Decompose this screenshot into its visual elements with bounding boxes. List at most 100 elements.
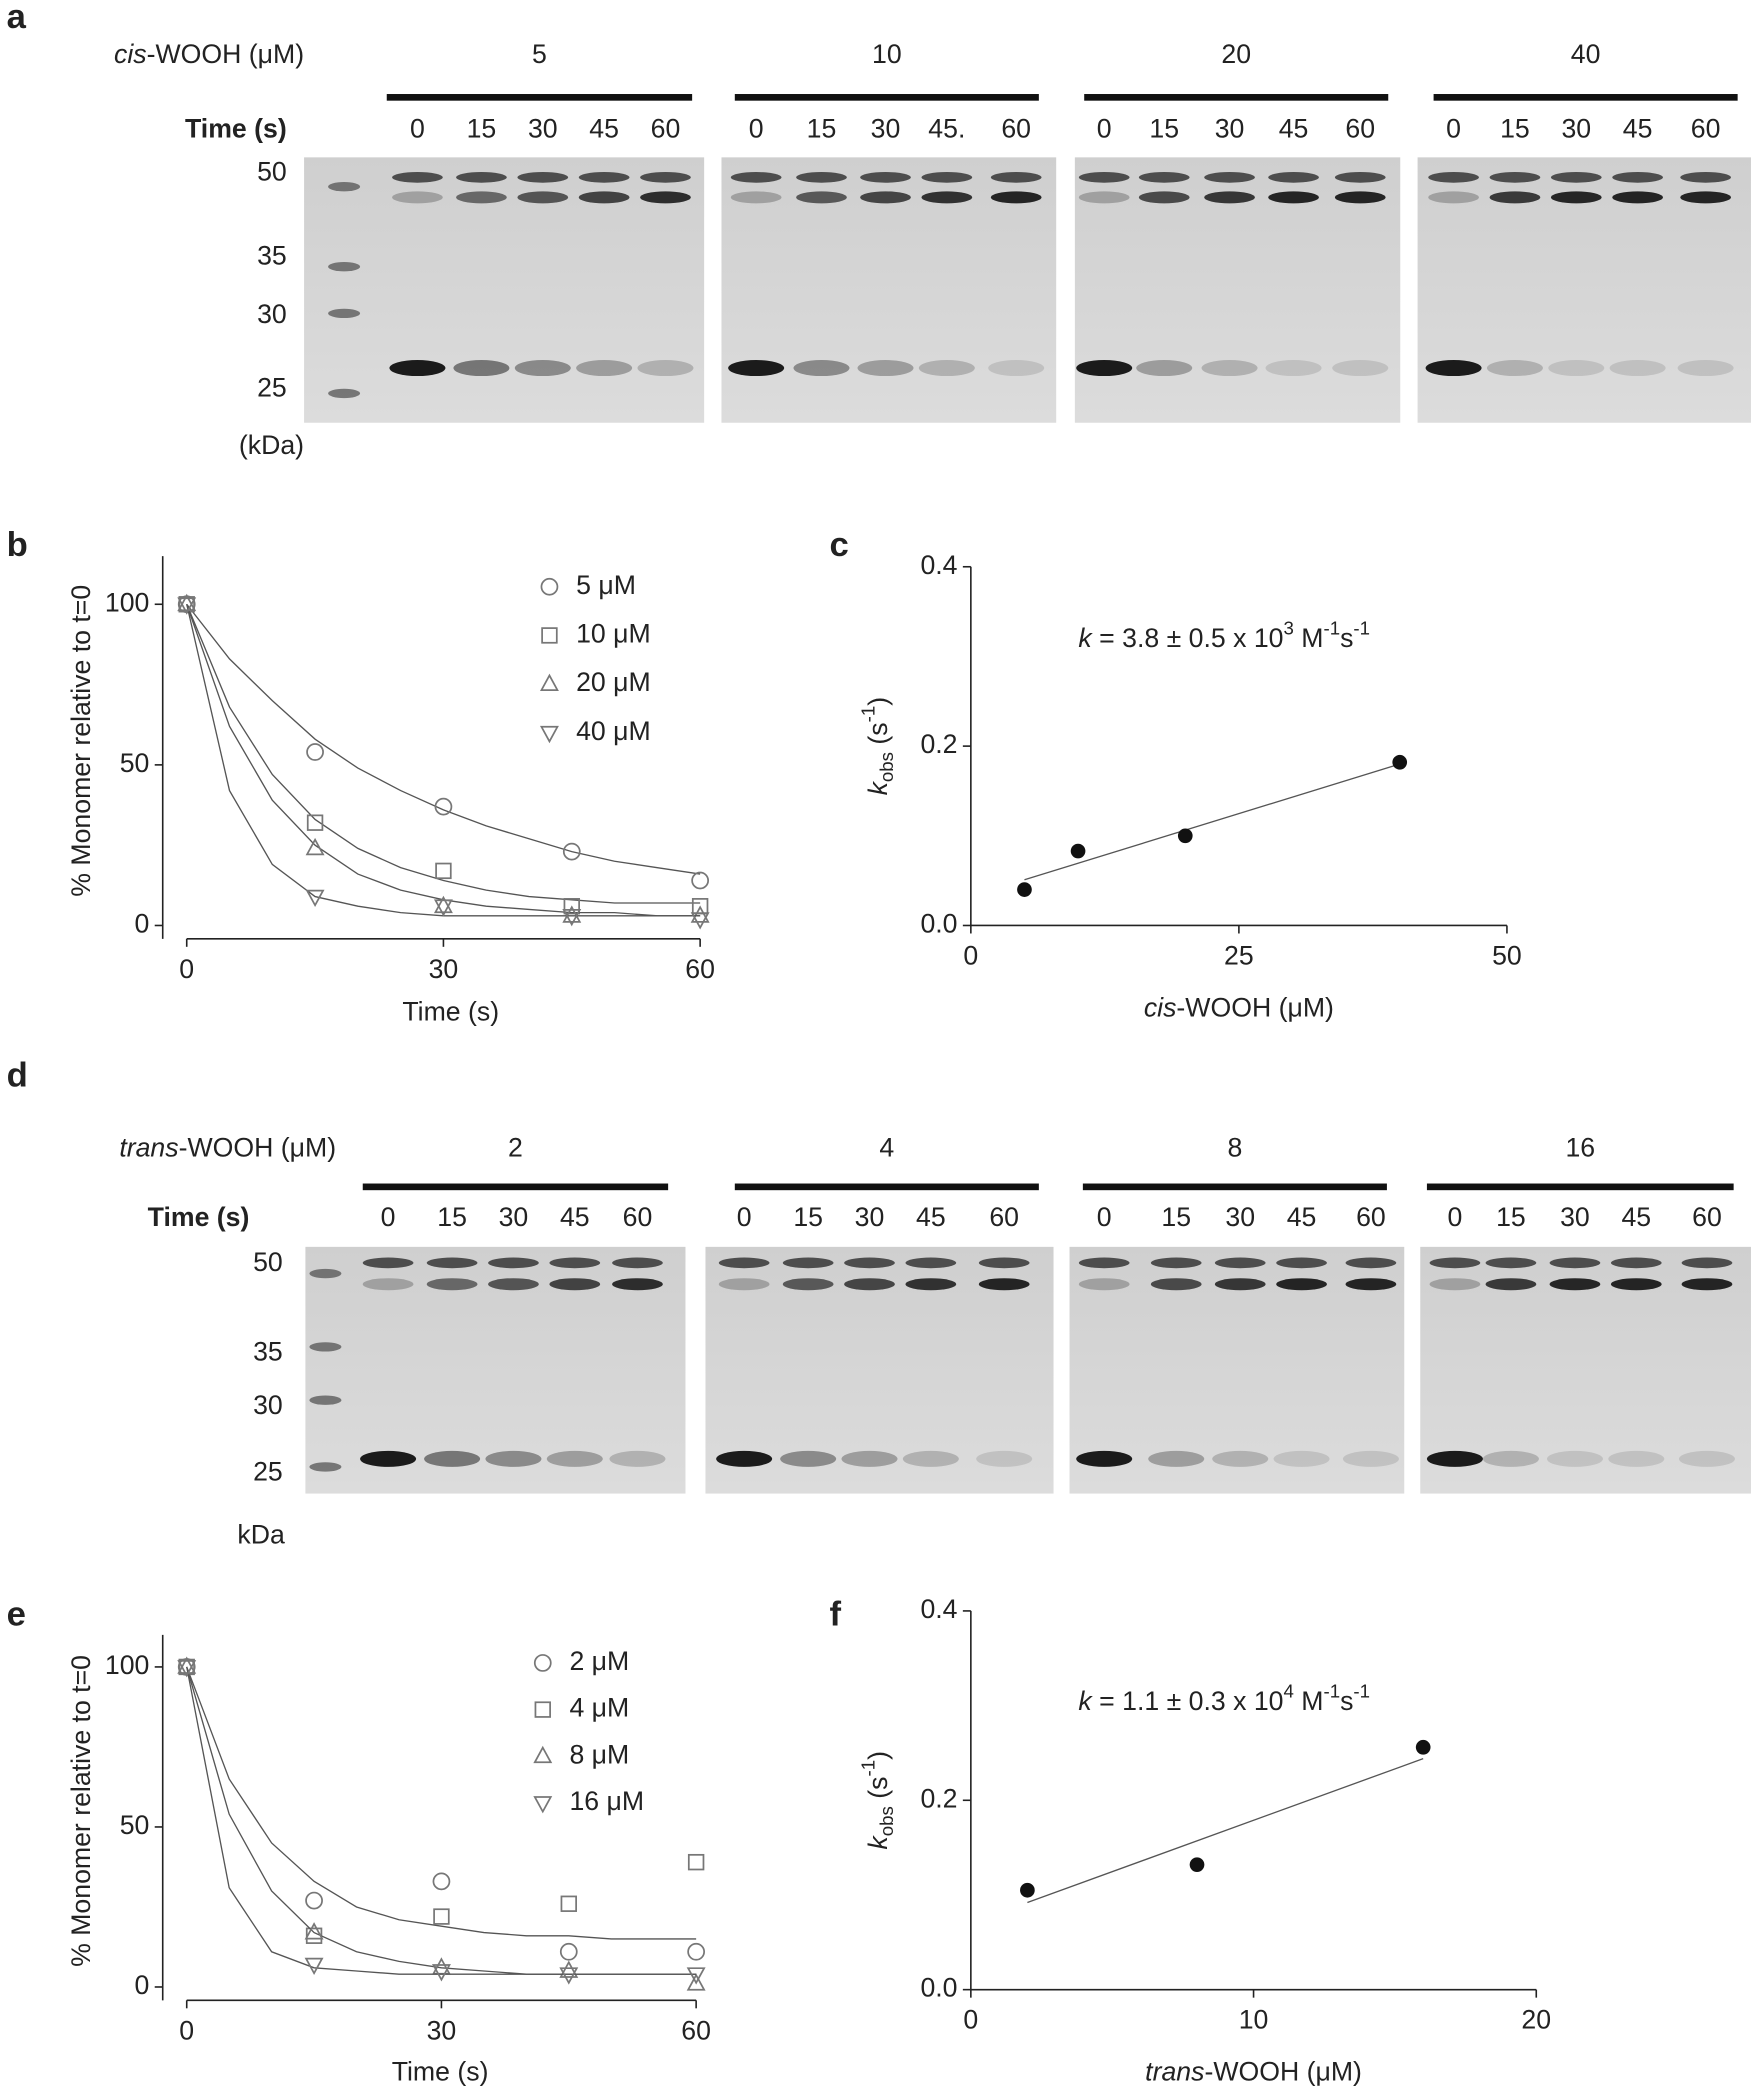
gel-band (1677, 360, 1734, 377)
gel-band (844, 1278, 895, 1291)
gel-band (485, 1450, 542, 1467)
legend-marker (533, 1745, 553, 1764)
time-value: 60 (1356, 1202, 1386, 1232)
data-point (1415, 1739, 1431, 1755)
gel-band (728, 360, 785, 377)
time-value: 15 (437, 1202, 467, 1232)
data-point (306, 743, 324, 761)
gel-band (1148, 1450, 1205, 1467)
gel-band (844, 1257, 895, 1269)
x-tick-label: 0 (179, 954, 194, 984)
gel-band (1334, 172, 1386, 183)
x-tick-label: 20 (1521, 2005, 1551, 2035)
x-tick-label: 0 (179, 2015, 194, 2045)
text-part: cis (114, 39, 147, 69)
data-point (687, 1942, 706, 1961)
gel-band (1345, 1278, 1397, 1291)
gel-band (1204, 172, 1255, 183)
time-value: 0 (410, 114, 425, 144)
text-part: trans (119, 1133, 178, 1163)
time-value: 60 (1345, 114, 1375, 144)
x-axis-label: trans-WOOH (μM) (1145, 2057, 1362, 2087)
gel-band (1425, 360, 1482, 377)
data-point (305, 889, 325, 908)
y-tick-label: 0 (135, 909, 150, 939)
legend-label: 40 μM (576, 716, 651, 746)
size-marker: 30 (253, 1390, 283, 1420)
data-point (1070, 843, 1086, 859)
gel-band (488, 1257, 539, 1269)
gel-image (304, 157, 705, 423)
gel-band (1550, 191, 1602, 204)
time-value: 15 (1149, 114, 1179, 144)
time-value: 30 (871, 114, 901, 144)
time-value: 0 (381, 1202, 396, 1232)
legend-label: 10 μM (576, 618, 651, 648)
text-part: -1 (857, 706, 878, 723)
x-tick-label: 30 (427, 2015, 457, 2045)
gel-band (424, 1450, 481, 1467)
text-part: obs (876, 1806, 897, 1836)
concentration-value: 20 (1221, 39, 1251, 69)
fit-line (1027, 1758, 1424, 1904)
gel-band (905, 1257, 957, 1269)
gel-band (860, 172, 911, 183)
gel-band (1212, 1450, 1269, 1467)
group-bar (362, 1183, 669, 1191)
ladder-band (309, 1342, 342, 1352)
legend-marker (539, 673, 559, 691)
y-tick-label: 0.2 (920, 729, 957, 759)
legend-label: 20 μM (576, 667, 651, 697)
text-part: -WOOH (μM) (1204, 2057, 1361, 2087)
gel-band (1078, 1278, 1130, 1291)
data-point (690, 912, 710, 930)
y-axis-label: kobs (s-1) (857, 697, 897, 796)
y-tick-label: 100 (105, 587, 149, 617)
y-axis-label: % Monomer relative to t=0 (66, 1655, 96, 1967)
x-axis-label: Time (s) (402, 997, 499, 1027)
data-point (563, 898, 580, 915)
gel-band (905, 1278, 957, 1291)
gel-band (362, 1257, 414, 1269)
time-value: 30 (1225, 1202, 1255, 1232)
gel-band (1546, 1450, 1603, 1467)
text-part: 4 (1283, 1680, 1293, 1701)
text-part: -WOOH (μM) (1176, 993, 1333, 1023)
gel-band (514, 360, 571, 377)
panel-letter: d (7, 1057, 28, 1095)
legend-marker (533, 1796, 553, 1814)
time-value: 30 (1561, 114, 1591, 144)
text-part: M (1294, 623, 1324, 653)
ladder-band (309, 1395, 342, 1405)
y-tick-label: 0.0 (920, 909, 957, 939)
x-tick-label: 30 (429, 954, 459, 984)
gel-band (718, 1278, 770, 1291)
concentration-value: 10 (872, 39, 902, 69)
text-part: k (1078, 623, 1093, 653)
gel-band (549, 1257, 601, 1269)
time-value: 60 (1001, 114, 1031, 144)
gel-band (578, 191, 630, 204)
text-part: s (1340, 623, 1353, 653)
legend-label: 5 μM (576, 570, 636, 600)
gel-band (1138, 172, 1190, 183)
gel-band (612, 1257, 663, 1269)
text-part: cis (1144, 993, 1177, 1023)
time-value: 45 (1287, 1202, 1317, 1232)
time-value: 30 (855, 1202, 885, 1232)
gel-band (902, 1450, 959, 1467)
time-value: 45 (1621, 1202, 1651, 1232)
size-marker: 50 (257, 156, 287, 186)
y-tick-label: 0.0 (920, 1973, 957, 2003)
y-tick-label: 100 (105, 1650, 149, 1680)
concentration-label: trans-WOOH (μM) (119, 1133, 336, 1163)
time-value: 60 (623, 1202, 653, 1232)
gel-band (1612, 191, 1663, 204)
time-value: 60 (1692, 1202, 1722, 1232)
fit-line (1024, 763, 1400, 881)
data-point (435, 862, 452, 880)
data-point (433, 1908, 450, 1925)
data-point (434, 797, 453, 816)
y-tick-label: 0 (135, 1970, 150, 2000)
gel-band (389, 360, 446, 377)
